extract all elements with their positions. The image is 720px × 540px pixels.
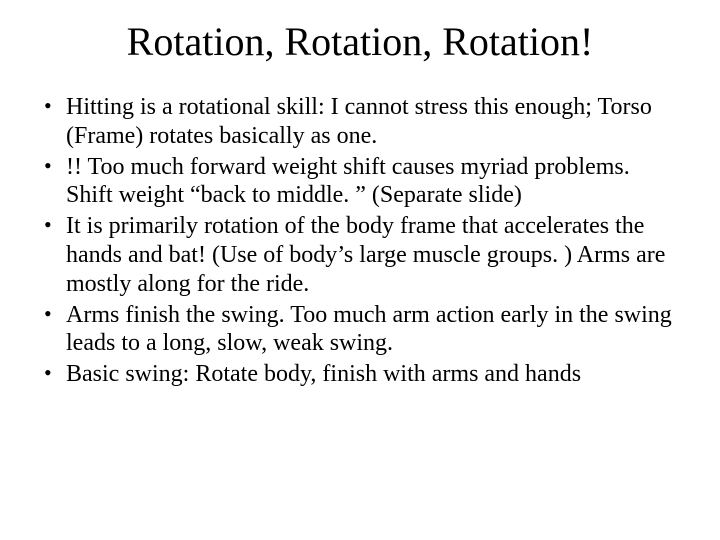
bullet-item: It is primarily rotation of the body fra… xyxy=(38,212,682,298)
bullet-list: Hitting is a rotational skill: I cannot … xyxy=(38,93,682,389)
bullet-item: Arms finish the swing. Too much arm acti… xyxy=(38,301,682,359)
slide-title: Rotation, Rotation, Rotation! xyxy=(38,18,682,65)
slide: Rotation, Rotation, Rotation! Hitting is… xyxy=(0,0,720,540)
bullet-item: Basic swing: Rotate body, finish with ar… xyxy=(38,360,682,389)
bullet-item: !! Too much forward weight shift causes … xyxy=(38,153,682,211)
bullet-item: Hitting is a rotational skill: I cannot … xyxy=(38,93,682,151)
